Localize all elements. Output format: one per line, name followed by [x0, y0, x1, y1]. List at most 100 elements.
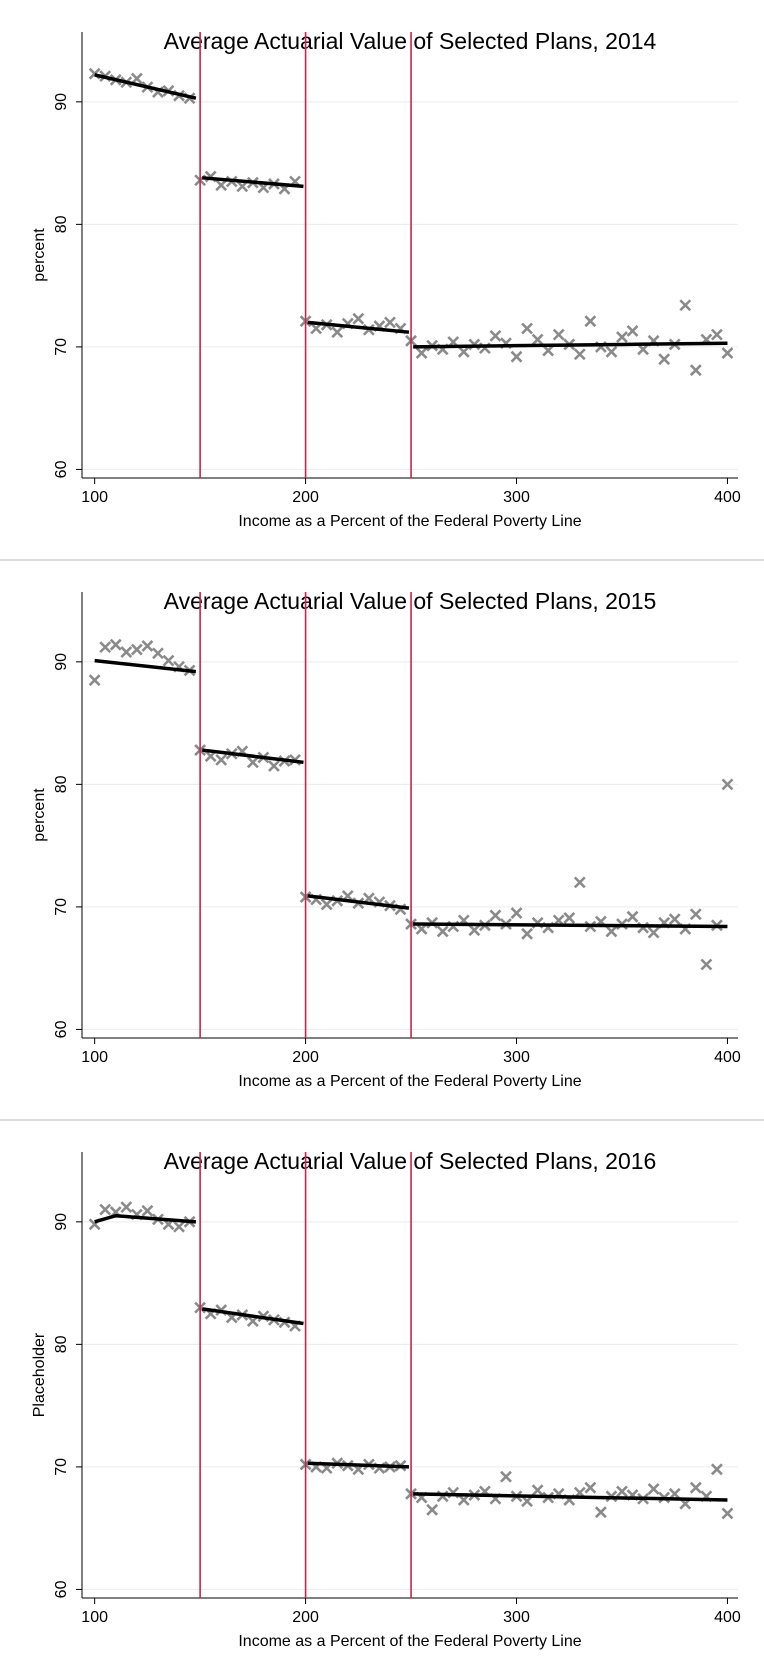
scatter-point — [99, 641, 112, 654]
scatter-point — [573, 348, 586, 361]
scatter-point — [616, 331, 628, 344]
scatter-point — [457, 345, 470, 358]
panel: Average Actuarial Value of Selected Plan… — [0, 1119, 764, 1650]
scatter-point — [647, 926, 660, 939]
scatter-point — [130, 643, 143, 656]
x-tick-label: 300 — [503, 1049, 530, 1066]
chart-title: Average Actuarial Value of Selected Plan… — [164, 588, 657, 614]
scatter-point — [109, 638, 122, 651]
x-tick-label: 200 — [292, 489, 319, 506]
x-tick-label: 300 — [503, 1609, 530, 1626]
scatter-point — [584, 1481, 597, 1494]
x-tick-label: 200 — [292, 1049, 319, 1066]
x-axis-label: Income as a Percent of the Federal Pover… — [238, 513, 581, 530]
scatter-point — [426, 1503, 439, 1516]
scatter-point — [246, 756, 259, 769]
panel: Average Actuarial Value of Selected Plan… — [31, 28, 741, 530]
scatter-point — [120, 1201, 133, 1214]
scatter-point — [531, 1484, 544, 1497]
scatter-point — [320, 898, 333, 911]
fit-line — [94, 658, 728, 929]
y-axis-label: percent — [31, 228, 48, 282]
scatter-point — [637, 343, 649, 356]
y-tick-label: 60 — [53, 1020, 70, 1038]
panel: Average Actuarial Value of Selected Plan… — [0, 559, 764, 1090]
scatter-point — [215, 179, 228, 192]
scatter-point — [563, 912, 576, 924]
x-tick-label: 400 — [714, 1609, 741, 1626]
x-axis-label: Income as a Percent of the Federal Pover… — [238, 1073, 581, 1090]
y-tick-label: 70 — [53, 1458, 70, 1476]
scatter-point — [521, 322, 533, 335]
y-tick-label: 90 — [53, 653, 70, 671]
scatter-point — [88, 674, 101, 687]
scatter-point — [510, 350, 523, 363]
scatter-point — [268, 760, 280, 772]
scatter-point — [162, 654, 175, 667]
scatter-point — [721, 1507, 734, 1520]
scatter-point — [141, 1204, 154, 1217]
scatter-point — [605, 345, 618, 358]
scatter-point — [521, 927, 533, 940]
scatter-point — [152, 647, 164, 660]
scatter-point — [626, 910, 639, 923]
scatter-point — [594, 1506, 607, 1519]
y-tick-label: 70 — [53, 898, 70, 916]
x-tick-label: 400 — [714, 1049, 741, 1066]
scatter-point — [689, 1481, 702, 1494]
scatter-point — [531, 333, 544, 346]
x-tick-label: 100 — [81, 489, 108, 506]
fit-line — [94, 1213, 728, 1502]
scatter-point — [605, 925, 618, 938]
scatter-point — [500, 1470, 512, 1483]
scatter-point — [689, 364, 702, 377]
y-tick-label: 80 — [53, 1335, 70, 1353]
y-tick-label: 60 — [53, 1580, 70, 1598]
y-tick-label: 80 — [53, 215, 70, 233]
scatter-point — [689, 908, 702, 921]
scatter-point — [510, 907, 523, 919]
chart-title: Average Actuarial Value of Selected Plan… — [164, 28, 657, 54]
scatter-point — [552, 328, 565, 341]
scatter-point — [215, 753, 228, 766]
scatter-point — [616, 1485, 628, 1498]
x-axis-label: Income as a Percent of the Federal Pover… — [238, 1633, 581, 1650]
scatter-point — [384, 316, 396, 329]
scatter-point — [710, 1463, 723, 1476]
scatter-point — [647, 1483, 660, 1495]
scatter-point — [120, 646, 133, 658]
y-tick-label: 70 — [53, 338, 70, 356]
scatter-point — [130, 72, 143, 85]
chart-title: Average Actuarial Value of Selected Plan… — [164, 1148, 657, 1174]
scatter-point — [352, 312, 365, 325]
scatter-point — [573, 876, 586, 889]
scatter-point — [542, 344, 555, 357]
x-tick-label: 200 — [292, 1609, 319, 1626]
scatter-point — [468, 924, 481, 937]
scatter-point — [668, 913, 681, 926]
y-tick-label: 90 — [53, 93, 70, 111]
scatter-point — [710, 328, 723, 341]
y-tick-label: 90 — [53, 1213, 70, 1231]
scatter-point — [99, 1203, 112, 1216]
scatter-point — [331, 326, 344, 339]
scatter-point — [436, 925, 449, 938]
y-axis-label: percent — [31, 788, 48, 842]
scatter-point — [658, 353, 671, 366]
scatter-point — [415, 347, 428, 359]
scatter-point — [721, 347, 734, 359]
y-axis-label: Placeholder — [31, 1332, 48, 1417]
x-tick-label: 100 — [81, 1609, 108, 1626]
x-tick-label: 400 — [714, 489, 741, 506]
x-tick-label: 100 — [81, 1049, 108, 1066]
scatter-point — [584, 315, 597, 328]
scatter-point — [141, 639, 154, 652]
fit-line — [94, 73, 728, 349]
scatter-point — [489, 329, 502, 342]
scatter-point — [173, 1220, 185, 1233]
scatter-point — [700, 958, 713, 971]
scatter-point — [489, 909, 502, 922]
x-tick-label: 300 — [503, 489, 530, 506]
